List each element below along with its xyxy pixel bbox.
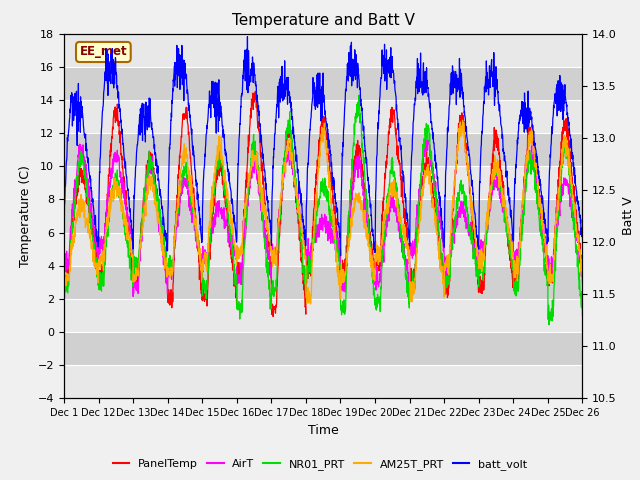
Bar bbox=[64, 133, 582, 166]
Bar bbox=[64, 266, 582, 299]
Y-axis label: Temperature (C): Temperature (C) bbox=[19, 165, 32, 267]
Y-axis label: Batt V: Batt V bbox=[623, 197, 636, 235]
Bar bbox=[64, 233, 582, 266]
Bar bbox=[64, 67, 582, 100]
Bar bbox=[64, 166, 582, 199]
Bar bbox=[64, 34, 582, 67]
Bar bbox=[64, 365, 582, 398]
Bar bbox=[64, 299, 582, 332]
Title: Temperature and Batt V: Temperature and Batt V bbox=[232, 13, 415, 28]
Bar bbox=[64, 100, 582, 133]
Bar bbox=[64, 332, 582, 365]
X-axis label: Time: Time bbox=[308, 424, 339, 437]
Text: EE_met: EE_met bbox=[79, 46, 127, 59]
Legend: PanelTemp, AirT, NR01_PRT, AM25T_PRT, batt_volt: PanelTemp, AirT, NR01_PRT, AM25T_PRT, ba… bbox=[108, 455, 532, 474]
Bar bbox=[64, 199, 582, 233]
